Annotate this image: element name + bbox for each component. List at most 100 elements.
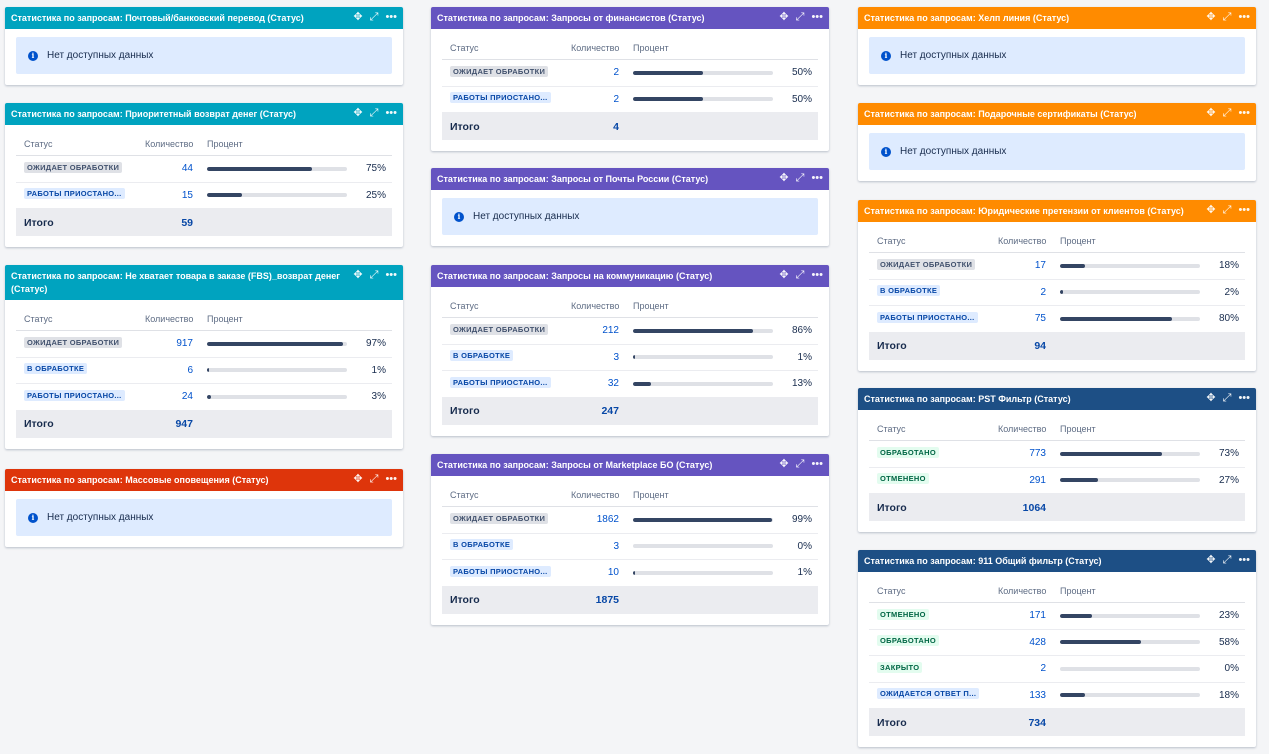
expand-icon[interactable]: ⤢ (795, 458, 805, 470)
more-icon[interactable]: ••• (385, 473, 397, 485)
gadget-title[interactable]: Статистика по запросам: Почтовый/банковс… (11, 13, 304, 23)
move-icon[interactable]: ✥ (779, 172, 789, 184)
expand-icon[interactable]: ⤢ (369, 269, 379, 281)
expand-icon[interactable]: ⤢ (1222, 392, 1232, 404)
expand-icon[interactable]: ⤢ (1222, 554, 1232, 566)
move-icon[interactable]: ✥ (353, 11, 363, 23)
count-link[interactable]: 2 (1040, 286, 1046, 298)
gadget-title[interactable]: Статистика по запросам: Запросы на комму… (437, 271, 713, 281)
count-link[interactable]: 75 (1034, 313, 1046, 325)
total-count[interactable]: 734 (1028, 716, 1046, 729)
more-icon[interactable]: ••• (385, 269, 397, 281)
more-icon[interactable]: ••• (811, 11, 823, 23)
total-count[interactable]: 947 (175, 418, 193, 430)
percent-cell: 1% (199, 365, 392, 376)
count-link[interactable]: 2 (1040, 663, 1046, 675)
count-cell: 32 (565, 378, 625, 389)
count-cell: 17 (992, 260, 1052, 271)
total-row: Итого 247 (442, 397, 818, 425)
expand-icon[interactable]: ⤢ (369, 473, 379, 485)
more-icon[interactable]: ••• (1238, 107, 1250, 119)
gadget-title[interactable]: Статистика по запросам: Запросы от Marke… (437, 460, 713, 470)
header-status: Статус (450, 43, 479, 53)
total-count[interactable]: 247 (601, 405, 619, 417)
gadget-title[interactable]: Статистика по запросам: Подарочные серти… (864, 109, 1137, 119)
count-link[interactable]: 2 (613, 67, 619, 79)
gadget-title[interactable]: Статистика по запросам: Массовые оповеще… (11, 475, 269, 485)
count-cell: 15 (139, 190, 199, 201)
more-icon[interactable]: ••• (811, 269, 823, 281)
expand-icon[interactable]: ⤢ (1222, 11, 1232, 23)
expand-icon[interactable]: ⤢ (795, 172, 805, 184)
count-link[interactable]: 773 (1029, 448, 1046, 460)
header-status: Статус (24, 314, 53, 324)
expand-icon[interactable]: ⤢ (795, 11, 805, 23)
expand-icon[interactable]: ⤢ (1222, 107, 1232, 119)
gadget-title[interactable]: Статистика по запросам: Приоритетный воз… (11, 109, 297, 119)
gadget-title[interactable]: Статистика по запросам: 911 Общий фильтр… (864, 556, 1102, 566)
gadget-header: Статистика по запросам: Запросы от Marke… (431, 454, 829, 476)
more-icon[interactable]: ••• (385, 107, 397, 119)
total-count[interactable]: 4 (613, 120, 619, 133)
gadget-postal: Статистика по запросам: Почтовый/банковс… (5, 7, 403, 85)
move-icon[interactable]: ✥ (1206, 554, 1216, 566)
count-link[interactable]: 24 (181, 391, 193, 403)
count-link[interactable]: 44 (181, 163, 193, 175)
gadget-title[interactable]: Статистика по запросам: Юридические прет… (864, 206, 1184, 216)
count-link[interactable]: 17 (1034, 260, 1046, 272)
more-icon[interactable]: ••• (385, 11, 397, 23)
move-icon[interactable]: ✥ (353, 269, 363, 281)
move-icon[interactable]: ✥ (1206, 204, 1216, 216)
gadget-title[interactable]: Статистика по запросам: Запросы от Почты… (437, 174, 709, 184)
more-icon[interactable]: ••• (1238, 392, 1250, 404)
gadget-title[interactable]: Статистика по запросам: Хелп линия (Стат… (864, 13, 1070, 23)
more-icon[interactable]: ••• (1238, 204, 1250, 216)
expand-icon[interactable]: ⤢ (369, 11, 379, 23)
total-count[interactable]: 1875 (595, 594, 619, 606)
header-status: Статус (877, 424, 906, 434)
expand-icon[interactable]: ⤢ (369, 107, 379, 119)
move-icon[interactable]: ✥ (353, 107, 363, 119)
move-icon[interactable]: ✥ (353, 473, 363, 485)
count-link[interactable]: 6 (187, 364, 193, 376)
move-icon[interactable]: ✥ (779, 11, 789, 23)
percent-value: 1% (797, 567, 812, 579)
table-row: В ОБРАБОТКЕ 3 0% (442, 534, 818, 560)
total-count[interactable]: 59 (181, 216, 193, 229)
more-icon[interactable]: ••• (811, 172, 823, 184)
more-icon[interactable]: ••• (1238, 11, 1250, 23)
move-icon[interactable]: ✥ (1206, 107, 1216, 119)
move-icon[interactable]: ✥ (779, 458, 789, 470)
gadget-title[interactable]: Статистика по запросам: Не хватает товар… (11, 271, 341, 294)
count-link[interactable]: 15 (181, 189, 193, 201)
move-icon[interactable]: ✥ (1206, 392, 1216, 404)
count-cell: 75 (992, 313, 1052, 324)
count-link[interactable]: 3 (613, 540, 619, 552)
more-icon[interactable]: ••• (1238, 554, 1250, 566)
status-lozenge: РАБОТЫ ПРИОСТАНО... (877, 311, 978, 323)
count-link[interactable]: 428 (1029, 636, 1046, 648)
more-icon[interactable]: ••• (811, 458, 823, 470)
count-link[interactable]: 10 (607, 567, 619, 579)
count-link[interactable]: 917 (176, 338, 193, 350)
count-link[interactable]: 212 (602, 325, 619, 337)
percent-bar (633, 328, 773, 333)
gadget-title[interactable]: Статистика по запросам: Запросы от финан… (437, 13, 705, 23)
gadget-title[interactable]: Статистика по запросам: PST Фильтр (Стат… (864, 394, 1071, 404)
total-row: Итого 59 (16, 209, 392, 236)
total-count[interactable]: 94 (1034, 340, 1046, 352)
count-link[interactable]: 171 (1029, 610, 1046, 622)
expand-icon[interactable]: ⤢ (1222, 204, 1232, 216)
status-lozenge: В ОБРАБОТКЕ (877, 285, 941, 297)
count-link[interactable]: 1862 (596, 514, 619, 526)
move-icon[interactable]: ✥ (779, 269, 789, 281)
count-link[interactable]: 3 (613, 351, 619, 363)
count-link[interactable]: 291 (1029, 474, 1046, 486)
count-link[interactable]: 2 (613, 93, 619, 105)
total-count[interactable]: 1064 (1022, 501, 1046, 514)
count-link[interactable]: 32 (607, 378, 619, 390)
count-link[interactable]: 133 (1029, 689, 1046, 701)
expand-icon[interactable]: ⤢ (795, 269, 805, 281)
move-icon[interactable]: ✥ (1206, 11, 1216, 23)
percent-cell: 25% (199, 190, 392, 201)
